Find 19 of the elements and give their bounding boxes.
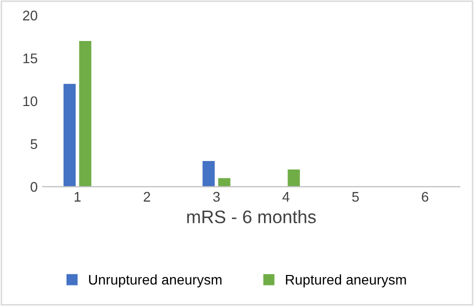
bar	[64, 84, 76, 187]
x-tick-label: 2	[144, 192, 150, 202]
x-tick-label: 3	[213, 192, 220, 202]
y-tick-label: 15	[23, 54, 38, 64]
legend-label: Unruptured aneurysm	[89, 274, 222, 288]
bar	[79, 41, 92, 187]
x-tick-label: 5	[352, 192, 359, 202]
x-tick-label: 1	[74, 192, 81, 202]
bar	[288, 170, 300, 187]
bar	[202, 160, 215, 187]
y-tick-label: 5	[30, 139, 38, 149]
y-tick-label: 20	[23, 10, 38, 20]
y-tick-label: 10	[23, 96, 38, 106]
legend-label: Ruptured aneurysm	[286, 274, 406, 288]
x-tick-label: 4	[282, 192, 290, 202]
x-tick-label: 6	[422, 192, 428, 202]
bar	[218, 178, 230, 187]
y-tick-label: 0	[30, 182, 38, 192]
x-axis-title: mRS - 6 months	[187, 210, 316, 224]
